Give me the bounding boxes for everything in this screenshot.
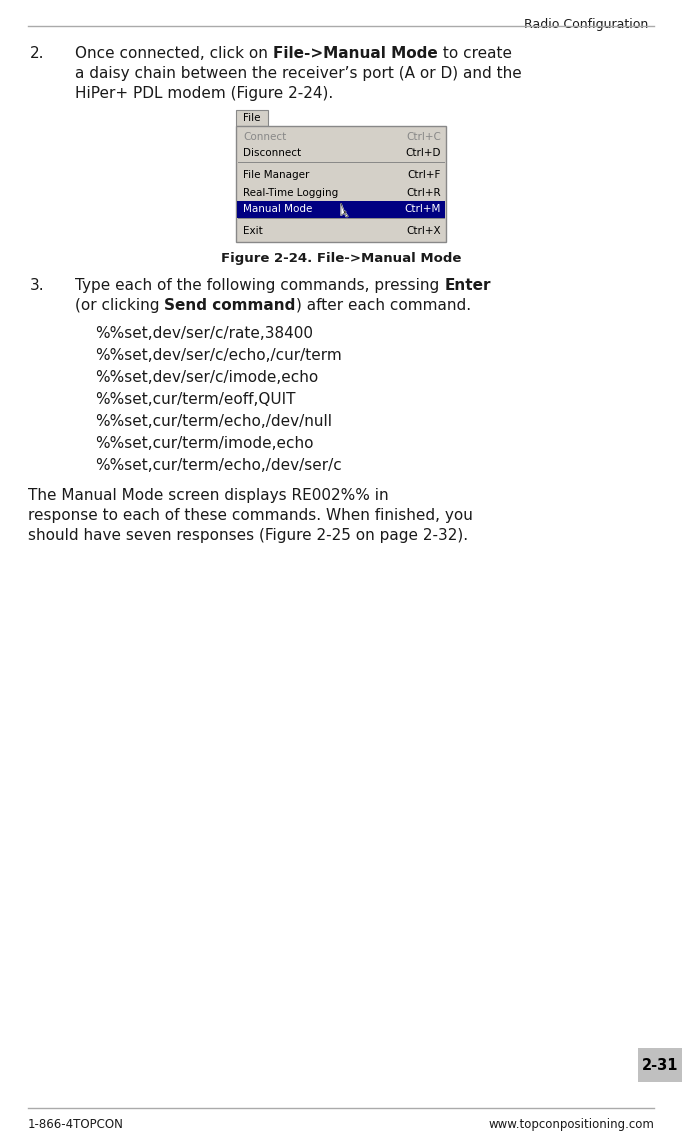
Text: Once connected, click on: Once connected, click on <box>75 46 273 61</box>
Text: should have seven responses (Figure 2-25 on page 2-32).: should have seven responses (Figure 2-25… <box>28 528 468 543</box>
Text: Type each of the following commands, pressing: Type each of the following commands, pre… <box>75 278 444 293</box>
Text: %%set,cur/term/echo,/dev/ser/c: %%set,cur/term/echo,/dev/ser/c <box>95 458 342 473</box>
Text: Radio Configuration: Radio Configuration <box>524 18 648 31</box>
Text: %%set,dev/ser/c/rate,38400: %%set,dev/ser/c/rate,38400 <box>95 325 313 341</box>
Text: Ctrl+M: Ctrl+M <box>404 204 441 214</box>
Polygon shape <box>341 203 348 217</box>
Text: Ctrl+C: Ctrl+C <box>406 132 441 142</box>
Text: %%set,cur/term/imode,echo: %%set,cur/term/imode,echo <box>95 435 314 451</box>
Text: %%set,dev/ser/c/imode,echo: %%set,dev/ser/c/imode,echo <box>95 370 318 386</box>
Bar <box>236 126 446 242</box>
Text: File: File <box>243 113 261 122</box>
Text: Send command: Send command <box>164 298 296 313</box>
Text: Ctrl+X: Ctrl+X <box>406 227 441 237</box>
Text: 1-866-4TOPCON: 1-866-4TOPCON <box>28 1118 124 1131</box>
Text: Ctrl+F: Ctrl+F <box>408 170 441 180</box>
Text: Connect: Connect <box>243 132 286 142</box>
Text: a daisy chain between the receiver’s port (A or D) and the: a daisy chain between the receiver’s por… <box>75 66 522 81</box>
Text: ) after each command.: ) after each command. <box>296 298 471 313</box>
Text: Enter: Enter <box>444 278 490 293</box>
Text: File Manager: File Manager <box>243 170 310 180</box>
Bar <box>236 110 268 126</box>
Text: 3.: 3. <box>30 278 44 293</box>
Text: %%set,cur/term/echo,/dev/null: %%set,cur/term/echo,/dev/null <box>95 414 332 429</box>
Bar <box>237 201 445 218</box>
Text: Figure 2-24. File->Manual Mode: Figure 2-24. File->Manual Mode <box>221 252 461 265</box>
Text: %%set,cur/term/eoff,QUIT: %%set,cur/term/eoff,QUIT <box>95 392 295 407</box>
Text: %%set,dev/ser/c/echo,/cur/term: %%set,dev/ser/c/echo,/cur/term <box>95 348 342 363</box>
Text: File->Manual Mode: File->Manual Mode <box>273 46 437 61</box>
Text: 2.: 2. <box>30 46 44 61</box>
Bar <box>638 1048 682 1082</box>
Text: Real-Time Logging: Real-Time Logging <box>243 187 338 197</box>
Text: Disconnect: Disconnect <box>243 149 301 159</box>
Text: Exit: Exit <box>243 227 263 237</box>
Text: www.topconpositioning.com: www.topconpositioning.com <box>488 1118 654 1131</box>
Text: Manual Mode: Manual Mode <box>243 204 312 214</box>
Text: response to each of these commands. When finished, you: response to each of these commands. When… <box>28 508 473 523</box>
Text: Ctrl+D: Ctrl+D <box>406 149 441 159</box>
Text: The Manual Mode screen displays RE002%% in: The Manual Mode screen displays RE002%% … <box>28 488 389 503</box>
Text: Ctrl+R: Ctrl+R <box>406 187 441 197</box>
Text: HiPer+ PDL modem (Figure 2-24).: HiPer+ PDL modem (Figure 2-24). <box>75 86 333 101</box>
Text: (or clicking: (or clicking <box>75 298 164 313</box>
Text: 2-31: 2-31 <box>642 1058 679 1073</box>
Text: to create: to create <box>437 46 512 61</box>
